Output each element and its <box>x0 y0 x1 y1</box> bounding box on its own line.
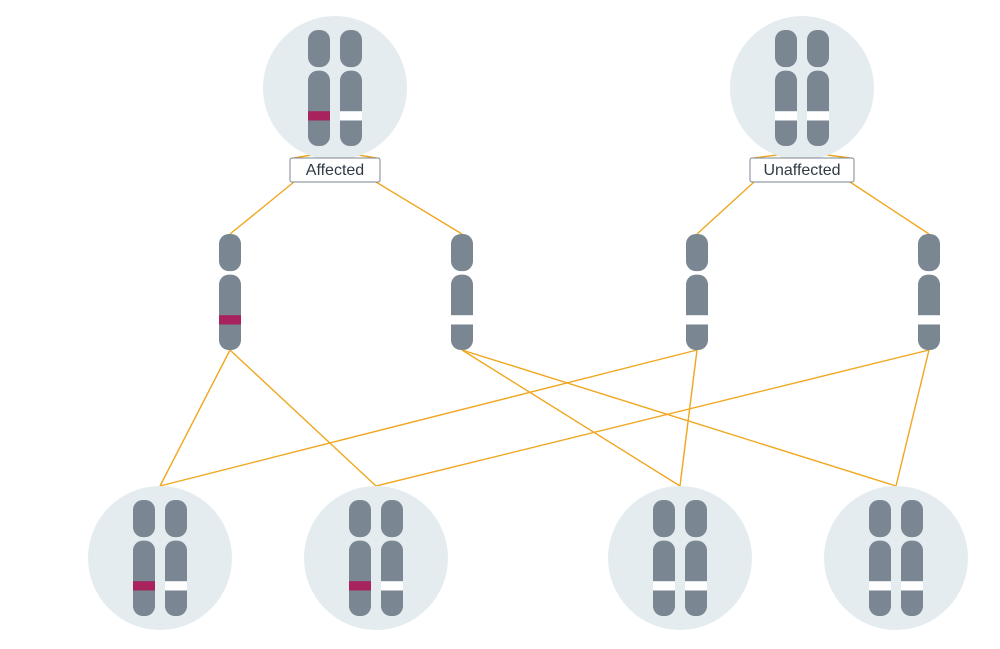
allele-band-normal <box>451 315 473 324</box>
connector-parent-gamete <box>230 182 294 234</box>
cell-circle <box>304 486 448 630</box>
chromosome <box>653 500 675 616</box>
connectors-layer <box>160 154 929 486</box>
connector-gamete-offspring <box>160 350 230 486</box>
chromosome <box>918 234 940 350</box>
allele-band-normal <box>918 315 940 324</box>
connector-gamete-offspring <box>896 350 929 486</box>
cell-circle <box>608 486 752 630</box>
offspring-o4 <box>824 486 968 630</box>
connector-gamete-offspring <box>680 350 697 486</box>
allele-band-affected <box>308 111 330 120</box>
allele-band-affected <box>349 581 371 590</box>
connector-gamete-offspring <box>462 350 896 486</box>
chromosome <box>381 500 403 616</box>
connector-parent-gamete <box>697 182 754 234</box>
connector-parent-gamete <box>376 182 462 234</box>
cell-circle <box>263 16 407 160</box>
shapes-layer <box>88 16 968 630</box>
chromosome <box>165 500 187 616</box>
label-text-affected: Affected <box>306 162 364 179</box>
connector-gamete-offspring <box>376 350 929 486</box>
allele-band-affected <box>219 315 241 324</box>
label-text-unaffected: Unaffected <box>763 162 840 179</box>
parent-p_unaffected <box>730 16 874 160</box>
allele-band-normal <box>869 581 891 590</box>
offspring-o1 <box>88 486 232 630</box>
chromosome <box>451 234 473 350</box>
allele-band-normal <box>165 581 187 590</box>
allele-band-normal <box>381 581 403 590</box>
chromosome <box>219 234 241 350</box>
chromosome <box>349 500 371 616</box>
cell-circle <box>824 486 968 630</box>
chromosome <box>133 500 155 616</box>
chromosome <box>869 500 891 616</box>
labels-layer: Affected Unaffected <box>290 158 854 182</box>
chromosome <box>340 30 362 146</box>
connector-gamete-offspring <box>230 350 376 486</box>
allele-band-normal <box>807 111 829 120</box>
allele-band-normal <box>686 315 708 324</box>
connector-gamete-offspring <box>160 350 697 486</box>
connector-parent-gamete <box>850 182 929 234</box>
offspring-o2 <box>304 486 448 630</box>
offspring-o3 <box>608 486 752 630</box>
allele-band-affected <box>133 581 155 590</box>
allele-band-normal <box>653 581 675 590</box>
chromosome <box>685 500 707 616</box>
chromosome <box>308 30 330 146</box>
cell-circle <box>88 486 232 630</box>
chromosome <box>807 30 829 146</box>
allele-band-normal <box>340 111 362 120</box>
chromosome <box>686 234 708 350</box>
allele-band-normal <box>901 581 923 590</box>
cell-circle <box>730 16 874 160</box>
allele-band-normal <box>775 111 797 120</box>
parent-p_affected <box>263 16 407 160</box>
chromosome <box>901 500 923 616</box>
chromosome <box>775 30 797 146</box>
allele-band-normal <box>685 581 707 590</box>
connector-gamete-offspring <box>462 350 680 486</box>
inheritance-diagram: Affected Unaffected <box>0 0 1000 649</box>
